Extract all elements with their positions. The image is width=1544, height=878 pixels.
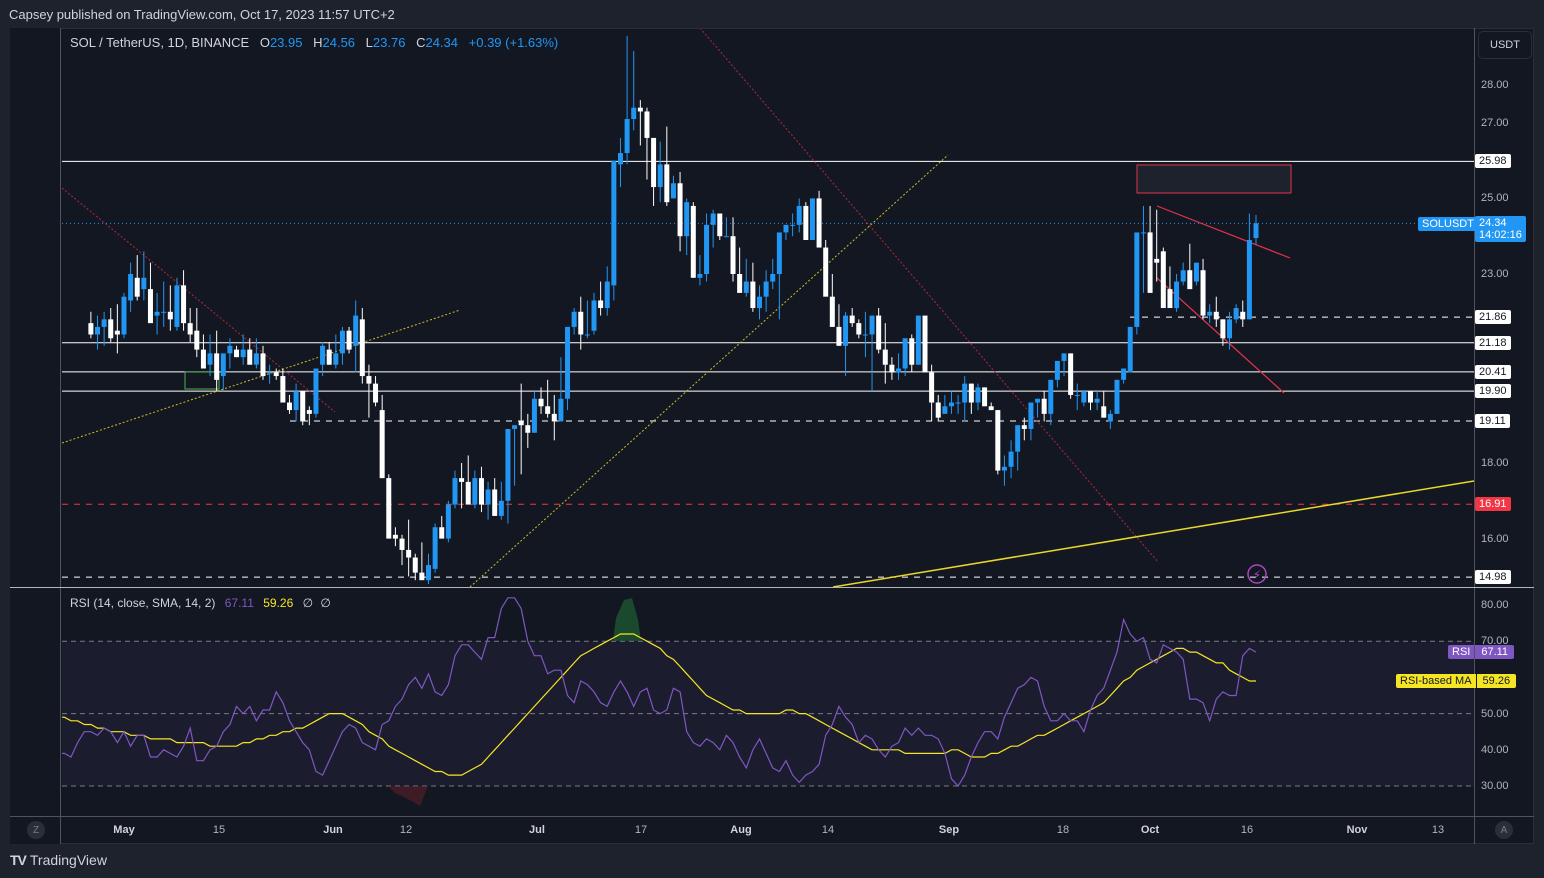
- time-tick: 13: [1431, 824, 1445, 836]
- time-tick: Sep: [938, 824, 960, 836]
- time-tick: 12: [399, 824, 413, 836]
- time-tick: Nov: [1346, 824, 1368, 836]
- last-price: 24.34: [1479, 217, 1507, 229]
- level-tag: 14.98: [1475, 570, 1511, 585]
- level-tag: 21.86: [1475, 310, 1511, 325]
- price-tick: 16.00: [1481, 533, 1509, 545]
- level-tag: 20.41: [1475, 364, 1511, 379]
- symbol-legend: SOL / TetherUS, 1D, BINANCE O23.95 H24.5…: [70, 35, 559, 50]
- publish-info: Capsey published on TradingView.com, Oct…: [9, 7, 395, 22]
- zoom-reset-button[interactable]: Z: [27, 821, 45, 839]
- low-value: 23.76: [372, 35, 406, 50]
- symbol-price-tag: SOLUSDT: [1418, 217, 1478, 231]
- price-tick: 27.00: [1481, 117, 1509, 129]
- currency-button[interactable]: USDT: [1478, 31, 1532, 59]
- change-value: +0.39 (+1.63%): [468, 35, 559, 50]
- price-tick: 18.00: [1481, 457, 1509, 469]
- price-tick: 28.00: [1481, 79, 1509, 91]
- rsi-tick: 30.00: [1481, 780, 1509, 792]
- bar-countdown: 14:02:16: [1479, 229, 1522, 241]
- time-tick: Oct: [1140, 824, 1160, 836]
- level-tag: 19.90: [1475, 384, 1511, 399]
- rsi-tick: 40.00: [1481, 743, 1509, 756]
- level-tag: 25.98: [1475, 154, 1511, 169]
- price-tick: 25.00: [1481, 192, 1509, 204]
- tradingview-logo[interactable]: TV TradingView: [10, 852, 107, 868]
- tv-logo-icon: TV: [10, 852, 27, 868]
- brand-name: TradingView: [29, 852, 107, 868]
- last-price-tag: 24.34 14:02:16: [1475, 216, 1526, 242]
- time-tick: Aug: [730, 824, 752, 836]
- level-tag: 16.91: [1475, 497, 1511, 512]
- time-tick: May: [113, 824, 135, 836]
- rsi-tick: 70.00: [1481, 635, 1509, 648]
- rsi-tick: 80.00: [1481, 599, 1509, 611]
- pane-separator[interactable]: [10, 587, 1534, 588]
- level-tag: 19.11: [1475, 414, 1510, 429]
- rsi-value: 67.11: [224, 596, 254, 610]
- close-value: 24.34: [425, 35, 459, 50]
- time-tick: 17: [634, 824, 648, 836]
- time-tick: 15: [212, 824, 226, 836]
- rsi-ma-value: 59.26: [263, 596, 294, 610]
- high-value: 24.56: [322, 35, 356, 50]
- left-margin: [10, 28, 61, 844]
- svg-text:⚡: ⚡: [1253, 568, 1261, 582]
- price-axis[interactable]: [1474, 28, 1534, 844]
- rsi-tick: 50.00: [1481, 707, 1509, 720]
- time-tick: Jun: [323, 824, 343, 836]
- na-icon: ∅: [302, 596, 314, 610]
- level-tag: 21.18: [1475, 335, 1511, 350]
- time-axis-border: [10, 816, 1534, 817]
- time-tick: Jul: [529, 824, 545, 836]
- rsi-title: RSI (14, close, SMA, 14, 2): [70, 596, 216, 610]
- rsi-ma-axis-tag: RSI-based MA 59.26: [1396, 674, 1517, 688]
- time-tick: 14: [821, 824, 835, 836]
- rsi-axis-tag: RSI 67.11: [1448, 645, 1515, 659]
- chart-frame[interactable]: [10, 28, 1534, 844]
- time-tick: 16: [1240, 824, 1254, 836]
- symbol-title: SOL / TetherUS, 1D, BINANCE: [70, 35, 250, 50]
- time-tick: 18: [1056, 824, 1070, 836]
- open-value: 23.95: [269, 35, 303, 50]
- auto-scale-button[interactable]: A: [1495, 821, 1513, 839]
- rsi-legend: RSI (14, close, SMA, 14, 2) 67.11 59.26 …: [70, 596, 331, 610]
- price-tick: 23.00: [1481, 268, 1509, 280]
- na-icon: ∅: [320, 596, 331, 610]
